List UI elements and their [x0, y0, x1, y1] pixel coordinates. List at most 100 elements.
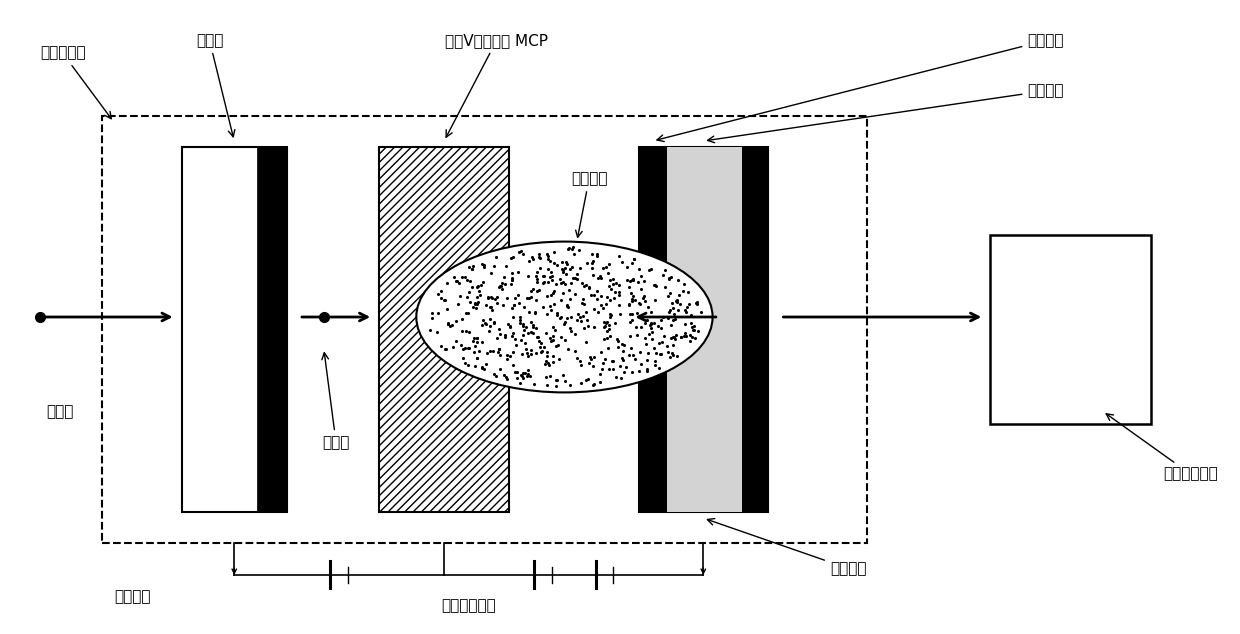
Point: [560, 380, 580, 390]
Point: [650, 349, 670, 359]
Point: [446, 276, 466, 286]
Point: [624, 254, 644, 264]
Point: [502, 311, 522, 321]
Point: [428, 289, 448, 299]
Point: [653, 330, 673, 340]
Point: [520, 256, 539, 266]
Point: [639, 265, 658, 275]
Point: [472, 337, 492, 347]
Point: [622, 309, 642, 320]
Point: [682, 332, 702, 342]
Point: [660, 352, 680, 362]
Point: [687, 299, 707, 309]
Point: [529, 252, 549, 262]
Point: [515, 368, 534, 378]
Point: [642, 327, 662, 337]
Point: [536, 356, 556, 366]
Point: [481, 268, 501, 278]
Point: [516, 322, 536, 332]
Point: [580, 290, 600, 300]
Point: [542, 290, 562, 300]
Point: [474, 262, 494, 272]
Point: [486, 297, 506, 307]
Point: [635, 333, 655, 344]
Point: [548, 340, 568, 350]
Point: [479, 294, 498, 304]
Point: [575, 337, 595, 347]
Point: [578, 374, 598, 384]
Point: [480, 321, 500, 331]
Point: [613, 339, 632, 349]
Point: [476, 300, 496, 310]
Bar: [743, 147, 768, 512]
Point: [557, 300, 577, 310]
Point: [477, 348, 497, 358]
Point: [485, 369, 505, 379]
Point: [547, 310, 567, 320]
Point: [497, 293, 517, 303]
Point: [686, 298, 706, 308]
Point: [621, 275, 641, 285]
Point: [497, 319, 517, 329]
Point: [507, 373, 527, 383]
Point: [574, 299, 594, 309]
Bar: [379, 147, 508, 512]
Point: [599, 320, 619, 330]
Point: [513, 330, 533, 340]
Point: [531, 347, 551, 357]
Point: [606, 278, 626, 288]
Point: [661, 320, 681, 330]
Point: [594, 317, 614, 327]
Point: [454, 344, 474, 354]
Point: [522, 252, 542, 262]
Point: [522, 322, 542, 332]
Point: [600, 309, 620, 319]
Point: [484, 261, 503, 271]
Point: [591, 347, 611, 357]
Point: [482, 305, 502, 315]
Point: [506, 340, 526, 350]
Point: [534, 277, 554, 287]
Point: [681, 310, 701, 320]
Point: [541, 305, 560, 315]
Point: [601, 310, 621, 320]
Point: [629, 366, 649, 376]
Text: 半导体层: 半导体层: [657, 33, 1064, 141]
Point: [599, 323, 619, 333]
Point: [466, 333, 486, 343]
Point: [443, 342, 463, 352]
Point: [615, 363, 635, 373]
Point: [508, 290, 528, 300]
Point: [682, 322, 702, 332]
Point: [496, 280, 516, 290]
Point: [438, 319, 458, 329]
Point: [533, 302, 553, 313]
Point: [572, 278, 591, 288]
Point: [596, 262, 616, 272]
Point: [543, 287, 563, 297]
Point: [461, 264, 481, 275]
Point: [446, 275, 466, 285]
Point: [538, 277, 558, 287]
Point: [453, 326, 472, 336]
Point: [609, 300, 629, 310]
Point: [489, 324, 508, 334]
Point: [562, 262, 582, 272]
Point: [541, 333, 560, 343]
Point: [495, 370, 515, 380]
Point: [501, 252, 521, 262]
Point: [505, 301, 525, 311]
Point: [557, 301, 577, 311]
Point: [662, 298, 682, 308]
Point: [521, 317, 541, 327]
Point: [552, 264, 572, 274]
Point: [573, 311, 593, 321]
Point: [521, 349, 541, 359]
Point: [662, 332, 682, 342]
Point: [660, 307, 680, 317]
Point: [505, 300, 525, 310]
Point: [552, 257, 572, 268]
Point: [470, 290, 490, 300]
Text: 电子云团: 电子云团: [570, 171, 608, 237]
Point: [538, 380, 558, 391]
